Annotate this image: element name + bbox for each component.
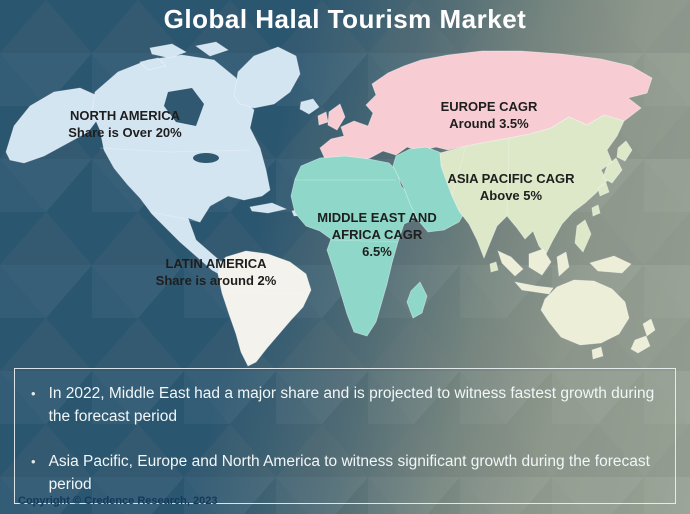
region-shape-oceania	[497, 248, 656, 360]
insight-bullet: • In 2022, Middle East had a major share…	[31, 382, 659, 429]
label-line: EUROPE CAGR	[440, 99, 538, 114]
bullet-marker: •	[31, 453, 36, 469]
label-line: MIDDLE EAST AND	[317, 210, 437, 225]
label-middle-east-africa: MIDDLE EAST AND AFRICA CAGR 6.5%	[292, 209, 462, 260]
insight-box: • In 2022, Middle East had a major share…	[14, 368, 676, 504]
label-latin-america: LATIN AMERICA Share is around 2%	[131, 255, 301, 289]
insight-bullet: • Asia Pacific, Europe and North America…	[31, 450, 659, 497]
page-title: Global Halal Tourism Market	[163, 4, 527, 34]
label-line: LATIN AMERICA	[165, 256, 267, 271]
label-europe: EUROPE CAGR Around 3.5%	[404, 98, 574, 132]
label-line: Above 5%	[479, 188, 543, 204]
label-line: AFRICA CAGR	[331, 227, 423, 243]
country-border-lines	[99, 137, 510, 295]
label-line: Around 3.5%	[449, 116, 529, 132]
bullet-marker: •	[31, 386, 36, 401]
label-asia-pacific: ASIA PACIFIC CAGR Above 5%	[426, 170, 596, 204]
region-shape-north-america	[5, 41, 320, 280]
label-north-america: NORTH AMERICA Share is Over 20%	[40, 107, 210, 141]
north-america-water-details	[164, 88, 219, 163]
region-shape-asia-pacific	[439, 114, 633, 273]
label-line: NORTH AMERICA	[69, 108, 180, 123]
label-line: 6.5%	[362, 244, 392, 260]
label-line: ASIA PACIFIC CAGR	[447, 171, 575, 186]
insight-text: Asia Pacific, Europe and North America t…	[48, 452, 650, 493]
label-line: Share is around 2%	[155, 273, 277, 289]
label-line: Share is Over 20%	[68, 125, 182, 141]
copyright-notice: Copyright © Credence Research, 2023	[18, 495, 218, 507]
region-shape-europe	[317, 50, 653, 165]
insight-text: In 2022, Middle East had a major share a…	[48, 385, 655, 426]
region-shape-latin-america	[217, 250, 312, 367]
